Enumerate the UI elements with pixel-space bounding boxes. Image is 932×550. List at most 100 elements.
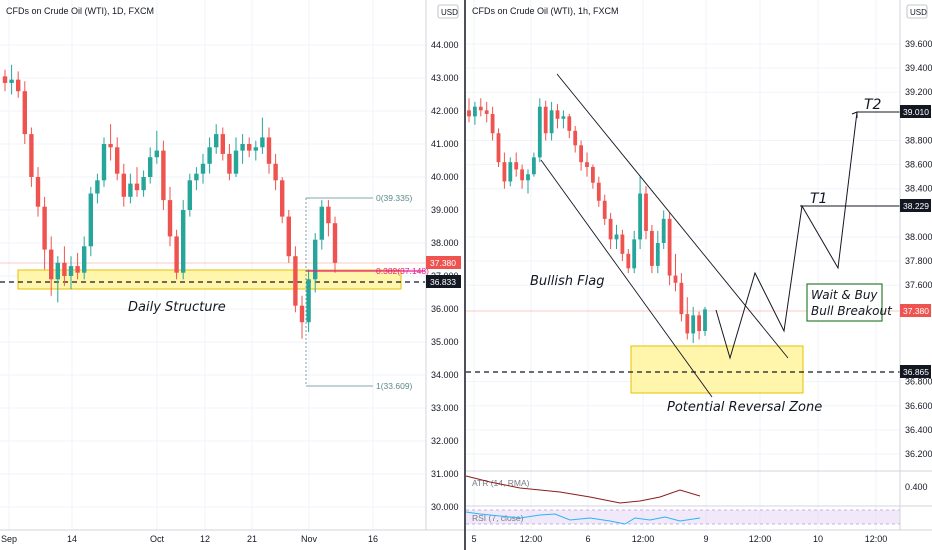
right-price-tick: 37.800 xyxy=(905,256,932,266)
t2-label: T2 xyxy=(864,97,882,113)
left-candle xyxy=(280,177,285,224)
fib-level-0-label: 0(39.335) xyxy=(376,193,413,203)
right-candle xyxy=(496,128,501,168)
right-candle xyxy=(484,101,489,123)
right-candle-body xyxy=(573,130,578,146)
right-candle-body xyxy=(561,116,566,119)
right-candle xyxy=(679,273,684,322)
left-candle xyxy=(313,233,318,293)
left-candle xyxy=(62,246,67,286)
left-candle-body xyxy=(200,163,206,174)
left-time-axis[interactable]: Sep 14 Oct 12 21 Nov 16 xyxy=(1,534,378,544)
t1-price-tag xyxy=(900,199,931,212)
left-candle xyxy=(174,229,179,280)
right-price-axis[interactable]: 39.600 39.400 39.200 38.800 38.600 38.400 38.0… xyxy=(905,39,932,459)
left-candle xyxy=(214,124,219,154)
left-candle xyxy=(326,200,331,237)
left-candle-body xyxy=(75,266,80,273)
left-candle xyxy=(233,137,239,177)
right-time-tick: 12:00 xyxy=(520,534,543,544)
right-candle xyxy=(543,100,548,141)
right-candle-body xyxy=(585,162,589,168)
right-candle xyxy=(490,106,495,141)
left-candle-body xyxy=(187,180,192,210)
left-candle-body xyxy=(194,173,199,181)
right-candle-body xyxy=(520,169,524,181)
left-price-tick: 38.000 xyxy=(431,238,459,248)
left-candle xyxy=(161,140,166,210)
right-price-tick: 36.800 xyxy=(905,377,932,387)
left-candle-body xyxy=(134,183,140,191)
left-price-tick: 40.000 xyxy=(431,172,459,182)
left-candle-body xyxy=(247,144,252,151)
left-candle xyxy=(273,153,278,191)
left-candle xyxy=(29,127,34,187)
left-time-tick: 12 xyxy=(200,534,210,544)
right-candle xyxy=(614,224,619,250)
right-candle xyxy=(691,306,696,344)
right-candle-body xyxy=(661,218,666,243)
left-panel: CFDs on Crude Oil (WTI), 1D, FXCM USD 0(… xyxy=(0,0,465,544)
left-candles xyxy=(2,64,338,339)
left-candle xyxy=(286,210,291,263)
right-candle xyxy=(638,176,642,250)
left-time-tick: Oct xyxy=(150,534,165,544)
left-candle-body xyxy=(240,144,245,151)
left-candle xyxy=(299,295,305,339)
right-candle-body xyxy=(484,110,489,114)
left-candle-body xyxy=(181,210,186,273)
left-candle-body xyxy=(253,147,258,151)
right-candle-body xyxy=(537,106,542,158)
right-candle-body xyxy=(703,309,707,332)
right-price-tick: 38.400 xyxy=(905,184,932,194)
left-currency-badge[interactable] xyxy=(437,4,459,19)
callout-line1: Wait & Buy xyxy=(811,288,878,302)
left-candle xyxy=(220,127,225,161)
right-candle xyxy=(703,306,707,336)
left-candle xyxy=(266,127,272,174)
right-candle-body xyxy=(526,174,530,181)
left-candle-body xyxy=(101,144,107,181)
right-time-tick: 12:00 xyxy=(749,534,772,544)
left-candle xyxy=(148,147,153,184)
right-candle xyxy=(661,210,666,250)
right-candle-body xyxy=(502,162,507,182)
right-candle xyxy=(473,101,477,125)
left-candle xyxy=(240,134,245,164)
right-time-axis[interactable]: 5 12:00 6 12:00 9 12:00 10 12:00 xyxy=(471,534,887,544)
callout-box xyxy=(806,283,883,322)
fib-level-0382-label: 0.382(37.148) xyxy=(376,266,429,276)
left-candle xyxy=(55,256,60,303)
right-candle xyxy=(555,104,560,129)
fib-level-1-label: 1(33.609) xyxy=(376,381,413,391)
right-current-price-tag xyxy=(900,304,931,317)
flag-lower-line xyxy=(540,159,713,398)
right-candle xyxy=(579,140,583,171)
left-candle xyxy=(253,140,258,161)
left-time-tick: Sep xyxy=(1,534,17,544)
left-candle-body xyxy=(2,76,8,83)
right-candle-body xyxy=(626,253,631,269)
left-candle xyxy=(227,144,232,181)
left-candle-body xyxy=(286,216,291,257)
right-candle-body xyxy=(555,110,560,119)
right-candle-body xyxy=(620,234,625,254)
left-candle xyxy=(306,269,311,333)
left-candle-body xyxy=(332,223,338,263)
right-candle xyxy=(514,152,519,177)
left-candle xyxy=(128,173,133,204)
right-candle-body xyxy=(579,145,583,163)
left-candle-body xyxy=(82,246,87,273)
left-candle xyxy=(293,246,298,313)
right-candle-body xyxy=(632,239,637,269)
support-price-label: 36.865 xyxy=(903,367,929,377)
right-candle xyxy=(632,230,637,274)
right-candle-body xyxy=(496,133,501,163)
right-candle xyxy=(591,164,595,189)
right-price-tick: 36.200 xyxy=(905,449,932,459)
right-candle-body xyxy=(473,106,477,117)
right-currency-badge[interactable] xyxy=(906,4,928,19)
left-candle-body xyxy=(207,147,212,164)
right-candle xyxy=(549,101,554,141)
